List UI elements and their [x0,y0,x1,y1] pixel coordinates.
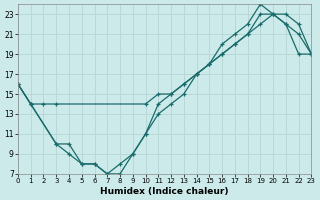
X-axis label: Humidex (Indice chaleur): Humidex (Indice chaleur) [100,187,229,196]
